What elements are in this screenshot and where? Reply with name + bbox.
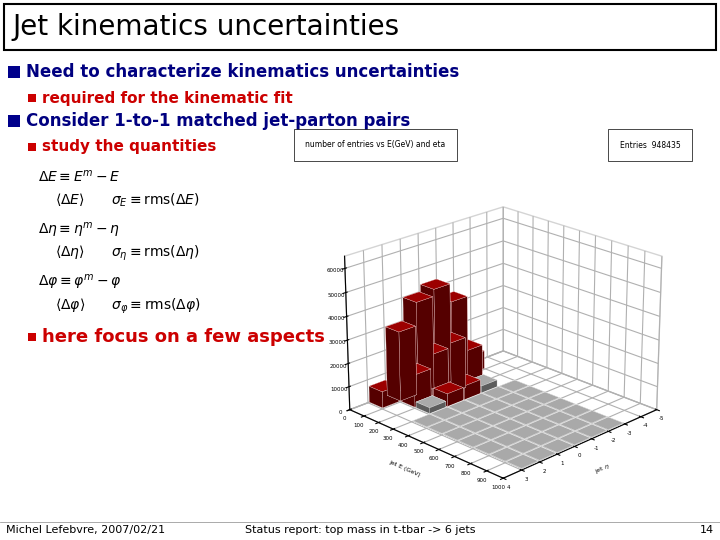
Text: $\langle \Delta\varphi \rangle \qquad \sigma_{\varphi} \equiv \mathrm{rms}(\Delt: $\langle \Delta\varphi \rangle \qquad \s… <box>55 296 201 316</box>
Text: $\Delta E \equiv E^{m} - E$: $\Delta E \equiv E^{m} - E$ <box>38 169 121 185</box>
Text: Michel Lefebvre, 2007/02/21: Michel Lefebvre, 2007/02/21 <box>6 525 165 535</box>
Text: $\Delta\varphi \equiv \varphi^{m} - \varphi$: $\Delta\varphi \equiv \varphi^{m} - \var… <box>38 273 122 293</box>
X-axis label: jet $\eta$: jet $\eta$ <box>593 461 611 476</box>
Bar <box>28 94 36 102</box>
Text: Entries  948435: Entries 948435 <box>620 140 680 150</box>
Text: Status report: top mass in t-tbar -> 6 jets: Status report: top mass in t-tbar -> 6 j… <box>245 525 475 535</box>
Bar <box>8 66 20 78</box>
Text: Jet kinematics uncertainties: Jet kinematics uncertainties <box>12 13 399 41</box>
Text: 14: 14 <box>700 525 714 535</box>
Text: study the quantities: study the quantities <box>42 139 217 154</box>
Bar <box>4 4 716 50</box>
Bar <box>28 143 36 151</box>
Text: Need to characterize kinematics uncertainties: Need to characterize kinematics uncertai… <box>26 63 459 81</box>
Y-axis label: jet E (GeV): jet E (GeV) <box>388 460 420 478</box>
Text: here focus on a few aspects: here focus on a few aspects <box>42 328 325 346</box>
Text: $\langle \Delta\eta \rangle \qquad \sigma_{\eta} \equiv \mathrm{rms}(\Delta\eta): $\langle \Delta\eta \rangle \qquad \sigm… <box>55 244 200 262</box>
Text: Consider 1-to-1 matched jet-parton pairs: Consider 1-to-1 matched jet-parton pairs <box>26 112 410 130</box>
Text: statistics in
the E,η plane: statistics in the E,η plane <box>569 195 662 225</box>
Text: number of entries vs E(GeV) and eta: number of entries vs E(GeV) and eta <box>305 140 445 150</box>
Text: $\Delta\eta \equiv \eta^{m} - \eta$: $\Delta\eta \equiv \eta^{m} - \eta$ <box>38 220 120 240</box>
Text: required for the kinematic fit: required for the kinematic fit <box>42 91 293 105</box>
Text: $\langle \Delta E \rangle \qquad \sigma_{E} \equiv \mathrm{rms}(\Delta E)$: $\langle \Delta E \rangle \qquad \sigma_… <box>55 191 199 208</box>
Bar <box>28 333 36 341</box>
Bar <box>8 115 20 127</box>
